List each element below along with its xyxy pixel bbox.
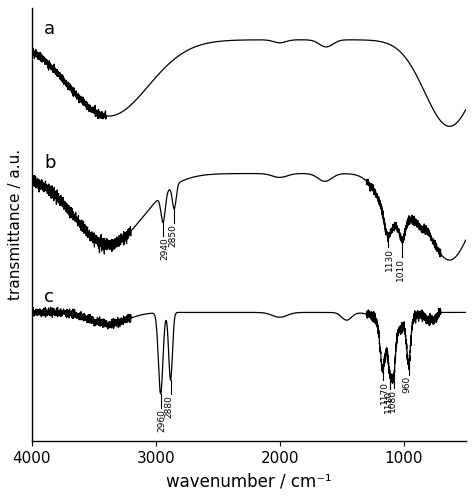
Text: 1170: 1170 [380, 381, 389, 404]
Text: 1110: 1110 [384, 390, 393, 413]
Y-axis label: transmittance / a.u.: transmittance / a.u. [9, 149, 23, 300]
Text: 1130: 1130 [384, 249, 393, 271]
Text: 1010: 1010 [396, 258, 405, 281]
Text: 2940: 2940 [160, 238, 169, 260]
Text: b: b [44, 154, 55, 172]
Text: a: a [44, 20, 55, 38]
Text: 960: 960 [402, 376, 411, 393]
Text: 2960: 2960 [158, 409, 167, 432]
X-axis label: wavenumber / cm⁻¹: wavenumber / cm⁻¹ [166, 473, 331, 491]
Text: 2850: 2850 [168, 224, 177, 247]
Text: c: c [44, 287, 54, 305]
Text: 2880: 2880 [164, 395, 173, 418]
Text: 1080: 1080 [388, 389, 397, 412]
